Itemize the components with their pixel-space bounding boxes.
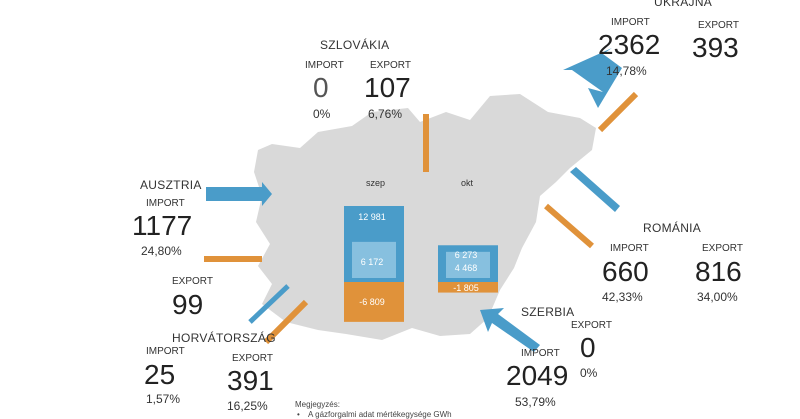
croatia-import-caption: IMPORT [146,346,185,357]
import-arrow-romania [570,167,620,212]
export-line-ukraine [597,91,639,133]
bar-sep-domestic [352,241,396,278]
bar-label-oct-import: 6 273 [454,250,478,260]
import-line-croatia [248,284,290,324]
export-line-croatia [263,299,309,345]
bar-label-sep-import: 12 981 [358,212,386,222]
bar-oct-export [438,282,498,293]
ukraine-export-value: 393 [692,32,739,63]
slovakia-export-value: 107 [364,72,411,103]
ukraine-export-caption: EXPORT [698,20,739,31]
ukraine-import-caption: IMPORT [611,17,650,28]
serbia-import-percent: 53,79% [515,395,556,409]
import-arrow-austria [206,182,272,206]
romania-export-caption: EXPORT [702,243,743,254]
export-line-romania [544,203,594,249]
bar-group-september [344,206,404,322]
country-name-austria: AUSZTRIA [140,178,202,192]
croatia-export-caption: EXPORT [232,353,273,364]
note-bullet: • [297,410,300,419]
country-name-serbia: SZERBIA [521,305,575,319]
romania-import-percent: 42,33% [602,290,643,304]
croatia-import-percent: 1,57% [146,392,181,406]
serbia-export-caption: EXPORT [571,320,612,331]
romania-import-caption: IMPORT [610,243,649,254]
croatia-export-value: 391 [227,365,274,396]
slovakia-export-percent: 6,76% [368,107,403,121]
ukraine-import-percent: 14,78% [606,64,647,78]
month-label-sep: szep [366,178,386,188]
slovakia-import-caption: IMPORT [305,60,344,71]
serbia-import-value: 2049 [506,360,569,391]
bar-label-oct-export: -1 805 [453,283,479,293]
austria-import-percent: 24,80% [141,244,182,258]
croatia-import-value: 25 [144,359,176,390]
croatia-export-percent: 16,25% [227,399,268,413]
serbia-export-percent: 0% [580,366,598,380]
austria-export-caption: EXPORT [172,276,213,287]
austria-import-value: 1177 [132,210,193,241]
bar-sep-export [344,282,404,322]
austria-export-value: 99 [172,289,204,320]
bar-oct-domestic [446,251,490,278]
country-name-croatia: HORVÁTORSZÁG [172,331,276,345]
austria-import-caption: IMPORT [146,198,185,209]
romania-export-percent: 34,00% [697,290,738,304]
slovakia-export-caption: EXPORT [370,60,411,71]
import-arrow-serbia [480,308,540,352]
hungary-map-shape [254,94,596,340]
romania-import-value: 660 [602,256,649,287]
month-label-oct: okt [461,178,474,188]
slovakia-import-percent: 0% [313,107,331,121]
serbia-import-caption: IMPORT [521,348,560,359]
country-name-ukraine: UKRAJNA [654,0,713,9]
country-name-slovakia: SZLOVÁKIA [320,38,390,52]
note-title: Megjegyzés: [295,400,340,409]
slovakia-import-value: 0 [313,72,329,103]
romania-export-value: 816 [695,256,742,287]
note-item: A gázforgalmi adat mértékegysége GWh [308,410,452,419]
bar-label-sep-export: -6 809 [359,297,385,307]
bar-group-october [438,245,498,293]
serbia-export-value: 0 [580,332,596,363]
bar-label-sep-domestic: 6 172 [360,257,384,267]
ukraine-import-value: 2362 [598,29,661,60]
bar-label-oct-domestic: 4 468 [454,263,478,273]
country-name-romania: ROMÁNIA [643,221,702,235]
import-arrow-ukraine [563,48,622,108]
